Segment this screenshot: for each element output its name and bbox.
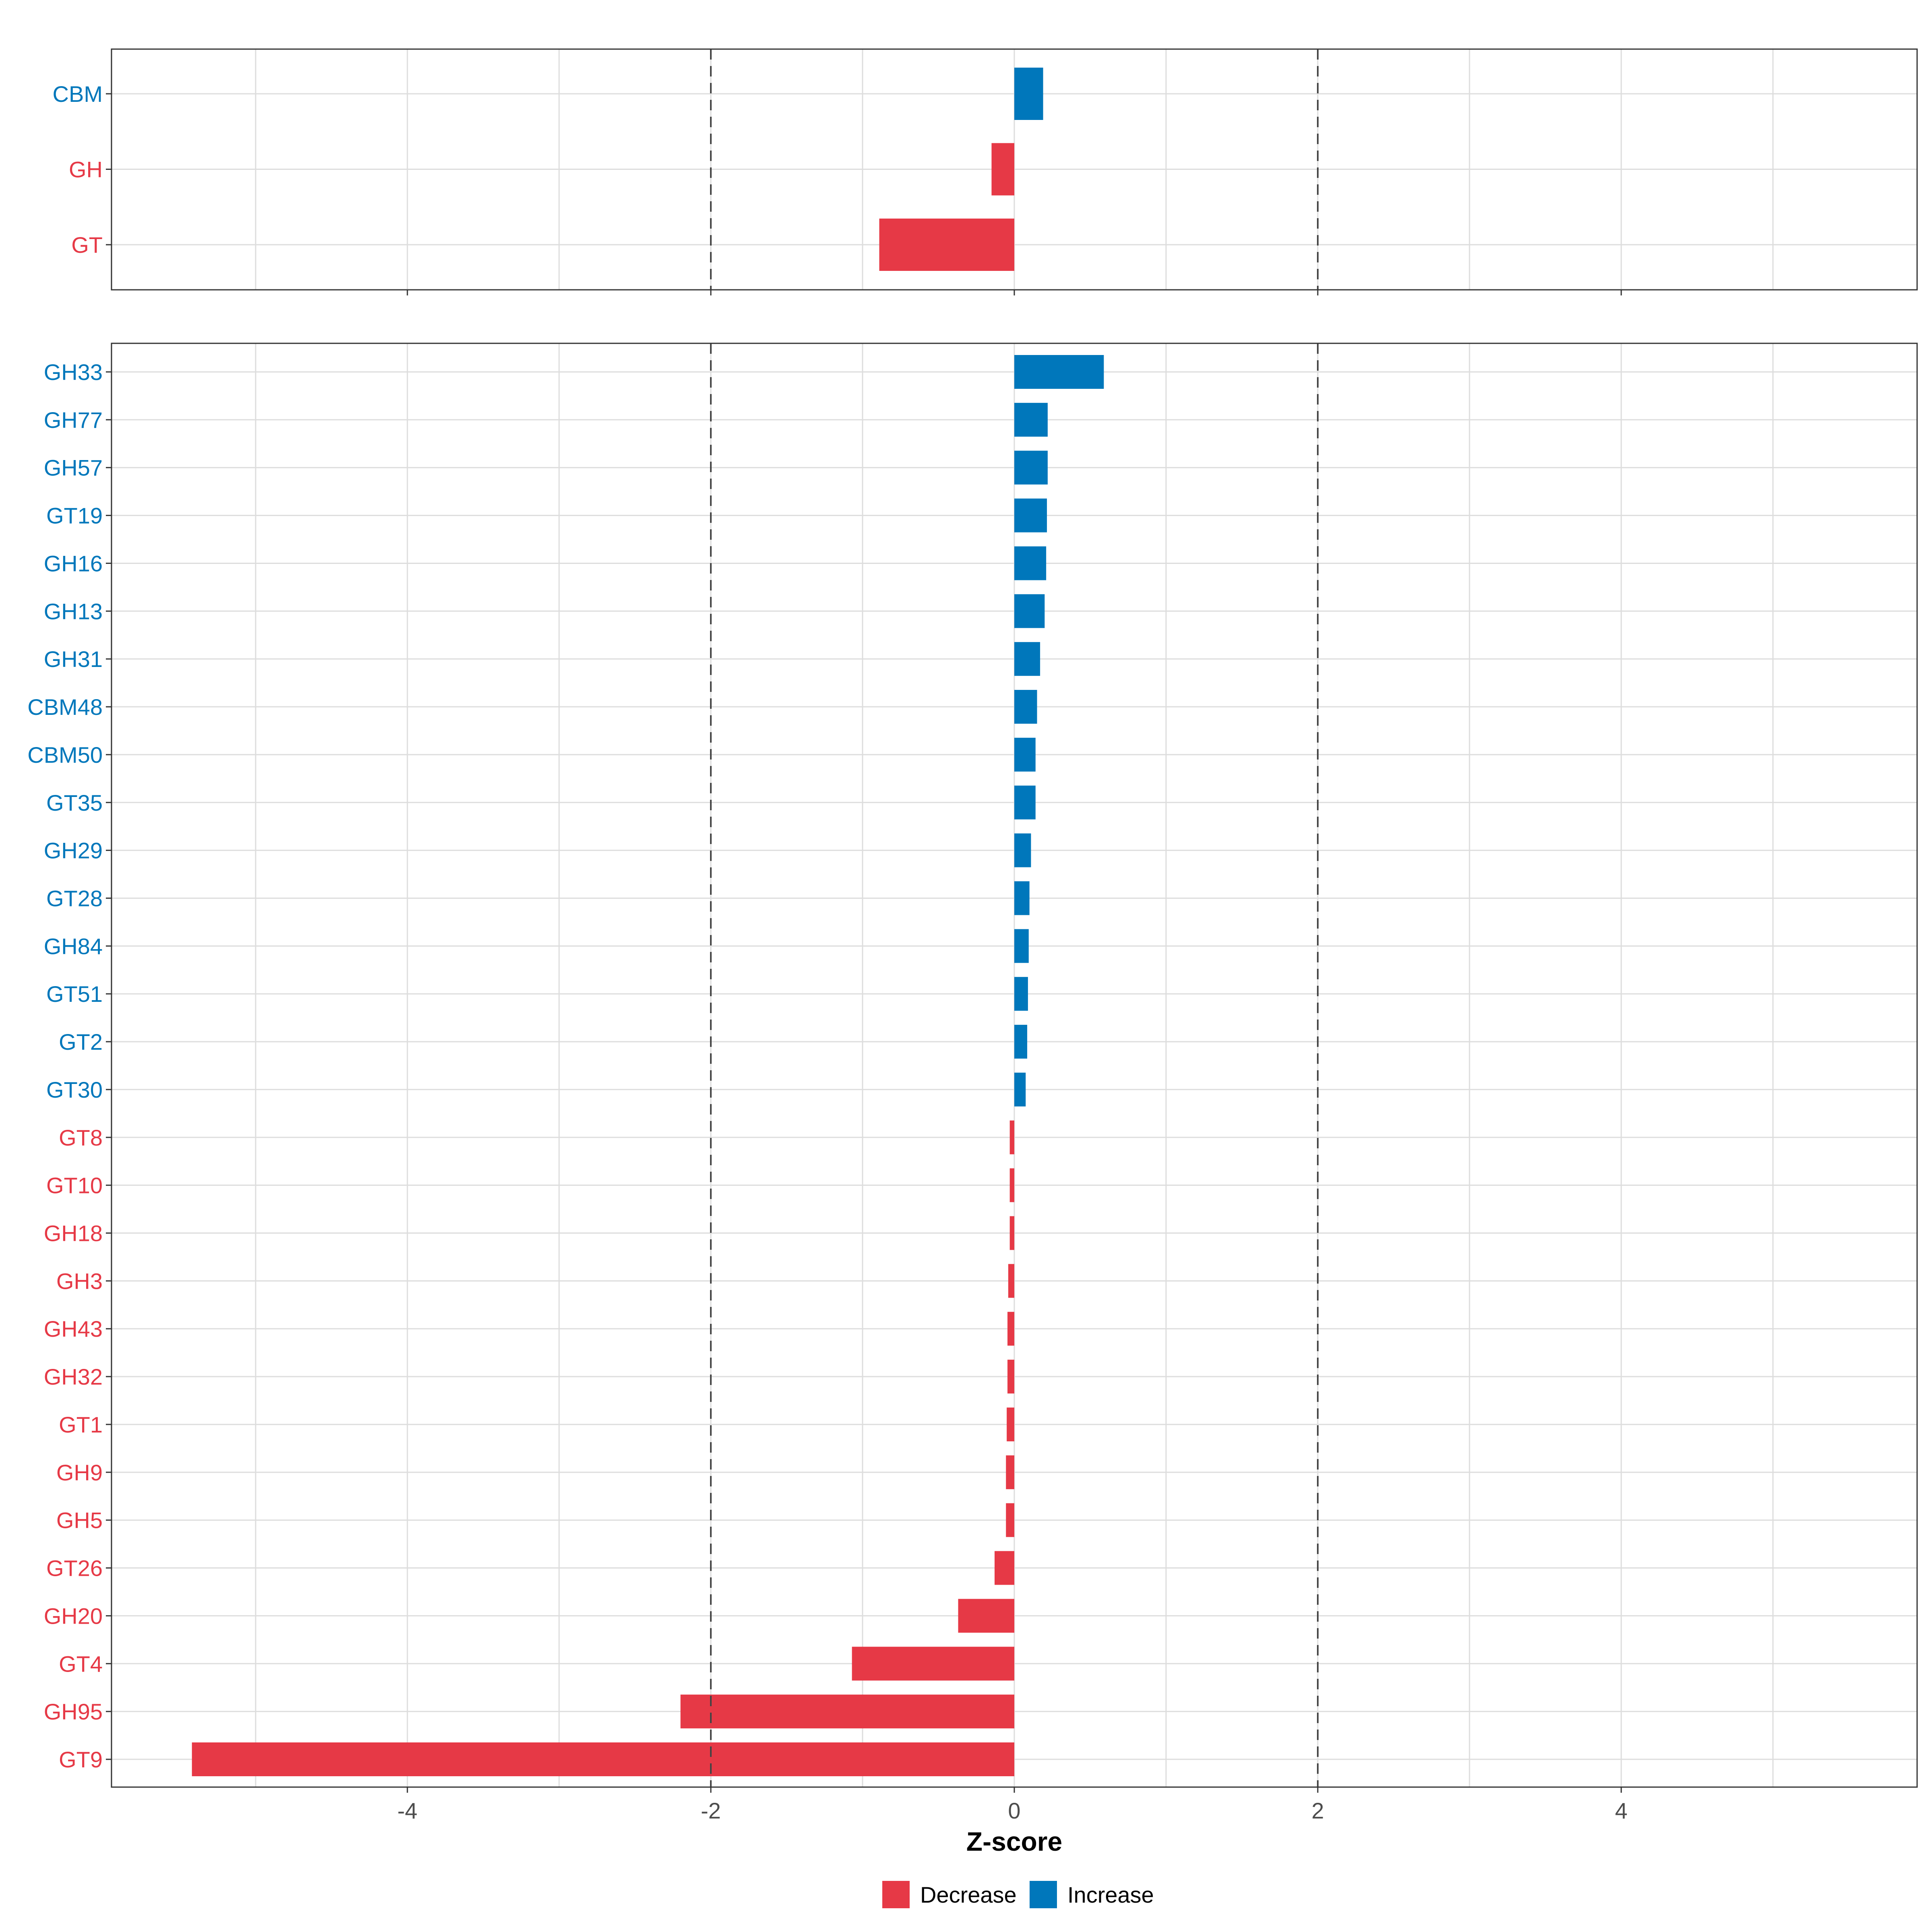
y-label-gh77: GH77 — [44, 407, 103, 433]
bar-gh84 — [1014, 929, 1029, 963]
y-label-gt8: GT8 — [59, 1125, 103, 1150]
y-label-gt26: GT26 — [46, 1556, 103, 1581]
y-label-gh95: GH95 — [44, 1699, 103, 1724]
y-label-gh32: GH32 — [44, 1364, 103, 1389]
bar-gt2 — [1014, 1025, 1028, 1059]
y-label-gt10: GT10 — [46, 1173, 103, 1198]
bar-gt8 — [1009, 1120, 1014, 1154]
bar-gt10 — [1009, 1168, 1014, 1202]
y-label-cbm: CBM — [53, 81, 103, 107]
y-label-gh84: GH84 — [44, 933, 103, 959]
bar-gh20 — [958, 1599, 1014, 1633]
legend-label-increase: Increase — [1067, 1882, 1154, 1907]
y-label-cbm50: CBM50 — [27, 742, 103, 768]
bar-gh32 — [1007, 1360, 1014, 1394]
bar-cbm — [1014, 68, 1043, 120]
y-label-gh18: GH18 — [44, 1221, 103, 1246]
y-label-gt: GT — [71, 232, 103, 258]
y-label-gt19: GT19 — [46, 503, 103, 528]
bar-gt — [879, 219, 1014, 271]
bar-gh77 — [1014, 402, 1048, 437]
bar-cbm48 — [1014, 690, 1037, 724]
x-tick-label: -2 — [701, 1798, 721, 1823]
bar-gh57 — [1014, 450, 1048, 485]
class-panel: CBM GH GT — [53, 48, 1918, 295]
y-label-gt2: GT2 — [59, 1029, 103, 1055]
bar-gh43 — [1007, 1312, 1014, 1346]
y-label-gh57: GH57 — [44, 455, 103, 481]
bar-gt19 — [1014, 498, 1047, 533]
y-label-gh5: GH5 — [56, 1508, 103, 1533]
family-panel: GH33 GH77 GH57 GT19 GH16 GH13 GH31 CBM48 CBM50 GT… — [27, 343, 1918, 1793]
y-label-gh9: GH9 — [56, 1460, 103, 1485]
bar-gt9 — [192, 1742, 1014, 1776]
bar-gh — [991, 143, 1014, 196]
y-label-gt9: GT9 — [59, 1747, 103, 1772]
y-label-gt4: GT4 — [59, 1651, 103, 1676]
legend-key-increase — [1030, 1881, 1057, 1908]
reference-lines — [710, 49, 1319, 290]
legend: Decrease Increase — [882, 1881, 1154, 1908]
y-label-gh16: GH16 — [44, 551, 103, 576]
y-label-gh13: GH13 — [44, 599, 103, 624]
bars — [879, 68, 1043, 271]
bar-gh9 — [1006, 1455, 1014, 1489]
bar-gh33 — [1014, 355, 1104, 389]
x-tick-marks — [407, 1787, 1622, 1793]
bar-gt35 — [1014, 785, 1036, 819]
y-axis-labels: CBM GH GT — [53, 81, 111, 258]
x-tick-label: 2 — [1311, 1798, 1324, 1823]
x-axis-title: Z-score — [966, 1827, 1062, 1856]
bar-gt28 — [1014, 881, 1030, 915]
bar-gh13 — [1014, 594, 1045, 628]
legend-key-decrease — [882, 1881, 910, 1908]
y-label-gh33: GH33 — [44, 359, 103, 385]
reference-lines — [710, 343, 1319, 1787]
y-label-gt1: GT1 — [59, 1412, 103, 1437]
x-tick-label: -4 — [397, 1798, 417, 1823]
legend-label-decrease: Decrease — [920, 1882, 1017, 1907]
bar-gt1 — [1007, 1407, 1014, 1441]
y-label-gt51: GT51 — [46, 981, 103, 1007]
bar-gh3 — [1008, 1264, 1014, 1298]
y-label-cbm48: CBM48 — [27, 694, 103, 720]
bar-gh18 — [1009, 1216, 1014, 1250]
bar-gt30 — [1014, 1072, 1026, 1106]
y-label-gh31: GH31 — [44, 646, 103, 672]
y-axis-labels: GH33 GH77 GH57 GT19 GH16 GH13 GH31 CBM48 CBM50 GT… — [27, 359, 111, 1772]
bars — [192, 355, 1104, 1776]
bar-gh16 — [1014, 546, 1046, 580]
x-tick-label: 4 — [1615, 1798, 1627, 1823]
y-label-gh: GH — [69, 157, 103, 182]
y-label-gt30: GT30 — [46, 1077, 103, 1102]
bar-gh29 — [1014, 833, 1031, 867]
x-tick-label: 0 — [1008, 1798, 1020, 1823]
y-label-gh29: GH29 — [44, 838, 103, 863]
bar-gt51 — [1014, 977, 1028, 1011]
x-axis: -4 -2 0 2 4 — [397, 1798, 1627, 1823]
bar-gh95 — [680, 1695, 1014, 1729]
bar-gh31 — [1014, 642, 1040, 676]
bar-cbm50 — [1014, 737, 1036, 772]
x-tick-marks — [407, 290, 1622, 295]
y-label-gh43: GH43 — [44, 1316, 103, 1342]
y-label-gh3: GH3 — [56, 1268, 103, 1294]
bar-gt26 — [994, 1551, 1014, 1585]
bar-gh5 — [1006, 1503, 1014, 1537]
y-label-gt28: GT28 — [46, 886, 103, 911]
y-label-gh20: GH20 — [44, 1603, 103, 1629]
y-label-gt35: GT35 — [46, 790, 103, 815]
bar-gt4 — [852, 1647, 1014, 1681]
